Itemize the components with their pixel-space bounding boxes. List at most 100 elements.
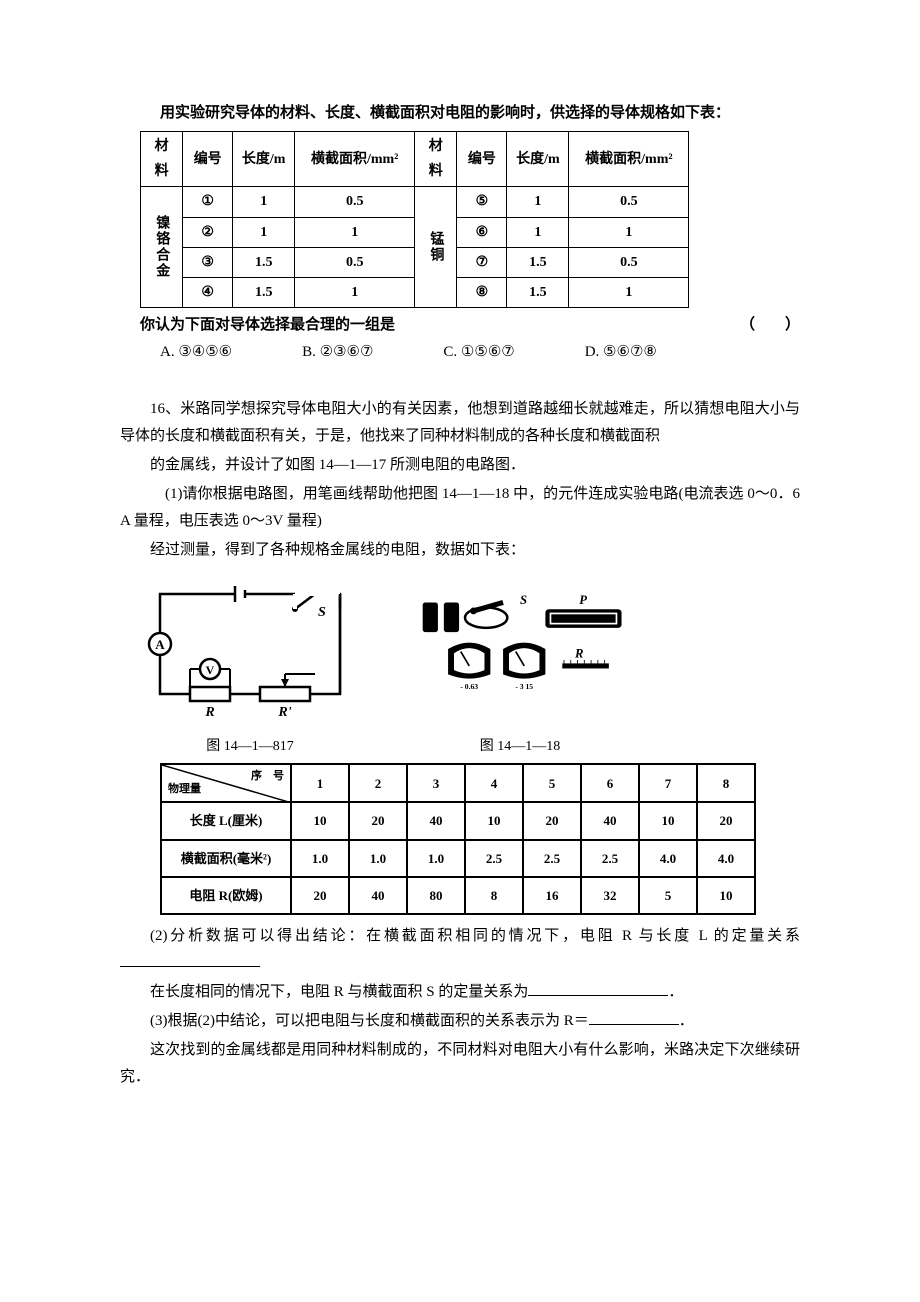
cell: ② [183,217,233,247]
data-row: 横截面积(毫米²) 1.0 1.0 1.0 2.5 2.5 2.5 4.0 4.… [161,840,755,877]
row-label: 横截面积(毫米²) [161,840,291,877]
option-b: B. ②③⑥⑦ [302,339,373,366]
cell: 40 [407,802,465,839]
cell: 0.5 [295,187,415,217]
col-num: 4 [465,764,523,802]
q16-p8: 这次找到的金属线都是用同种材料制成的，不同材料对电阻大小有什么影响，米路决定下次… [120,1037,800,1091]
diag-bot-label: 物理量 [168,780,201,800]
cell: 1 [233,217,295,247]
p5-text: (2)分析数据可以得出结论：在横截面积相同的情况下，电阻 R 与长度 L 的定量… [150,928,800,944]
blank-3[interactable] [589,1010,679,1025]
spec-row: 镍铬合金 ① 1 0.5 锰铜 ⑤ 1 0.5 [141,187,689,217]
row-label: 电阻 R(欧姆) [161,877,291,914]
cell: 2.5 [523,840,581,877]
option-d: D. ⑤⑥⑦⑧ [585,339,657,366]
data-table: 序 号 物理量 1 2 3 4 5 6 7 8 长度 L(厘米) 10 20 4… [160,763,756,915]
cell: 8 [465,877,523,914]
svg-text:P: P [579,593,587,607]
svg-text:V: V [206,663,215,677]
cell: 1 [507,217,569,247]
col-num: 5 [523,764,581,802]
p6-text: 在长度相同的情况下，电阻 R 与横截面积 S 的定量关系为 [150,984,528,1000]
col-number: 编号 [183,132,233,187]
cell: 1 [569,217,689,247]
svg-text:- 0.63: - 0.63 [460,682,478,691]
option-a: A. ③④⑤⑥ [160,339,232,366]
cell: 10 [291,802,349,839]
svg-text:S: S [318,605,326,620]
diag-top-label: 序 号 [251,767,284,787]
cell: 2.5 [465,840,523,877]
figures-row: A S R R' V 图 14—1—817 [140,574,800,759]
cell: 1 [295,217,415,247]
question-prompt-row: 你认为下面对导体选择最合理的一组是 （ ） [120,312,800,339]
col-num: 3 [407,764,465,802]
cell: 0.5 [295,247,415,277]
col-length-2: 长度/m [507,132,569,187]
options-row: A. ③④⑤⑥ B. ②③⑥⑦ C. ①⑤⑥⑦ D. ⑤⑥⑦⑧ [120,339,800,366]
svg-text:R: R [204,705,214,720]
svg-text:- 3 15: - 3 15 [515,682,533,691]
svg-text:R': R' [277,705,291,720]
q16-p5: (2)分析数据可以得出结论：在横截面积相同的情况下，电阻 R 与长度 L 的定量… [120,923,800,977]
data-row: 长度 L(厘米) 10 20 40 10 20 40 10 20 [161,802,755,839]
cell: 5 [639,877,697,914]
cell: ⑦ [457,247,507,277]
cell: 16 [523,877,581,914]
cell: 80 [407,877,465,914]
cell: ① [183,187,233,217]
col-num: 7 [639,764,697,802]
cell: 1.5 [507,277,569,307]
col-area-2: 横截面积/mm² [569,132,689,187]
cell: 40 [349,877,407,914]
svg-text:S: S [520,593,527,607]
col-num: 1 [291,764,349,802]
material-right: 锰铜 [415,187,457,308]
intro-text: 用实验研究导体的材料、长度、横截面积对电阻的影响时，供选择的导体规格如下表： [120,100,800,127]
option-c: C. ①⑤⑥⑦ [443,339,514,366]
q16-p7: (3)根据(2)中结论，可以把电阻与长度和横截面积的关系表示为 R＝ ． [120,1008,800,1035]
blank-2[interactable] [528,981,668,996]
col-material: 材料 [141,132,183,187]
col-num: 2 [349,764,407,802]
cell: 4.0 [697,840,755,877]
spec-table: 材料 编号 长度/m 横截面积/mm² 材料 编号 长度/m 横截面积/mm² … [140,131,689,308]
q16-p6: 在长度相同的情况下，电阻 R 与横截面积 S 的定量关系为． [120,979,800,1006]
cell: ⑧ [457,277,507,307]
question-prompt: 你认为下面对导体选择最合理的一组是 [140,312,395,339]
figure-1-caption: 图 14—1—817 [140,734,360,759]
cell: 2.5 [581,840,639,877]
figure-1: A S R R' V 图 14—1—817 [140,574,360,759]
col-number-2: 编号 [457,132,507,187]
p7-post: ． [679,1013,694,1029]
cell: ④ [183,277,233,307]
cell: 32 [581,877,639,914]
cell: 20 [697,802,755,839]
spec-header-row: 材料 编号 长度/m 横截面积/mm² 材料 编号 长度/m 横截面积/mm² [141,132,689,187]
data-header-row: 序 号 物理量 1 2 3 4 5 6 7 8 [161,764,755,802]
p7-text: (3)根据(2)中结论，可以把电阻与长度和横截面积的关系表示为 R＝ [150,1013,589,1029]
col-length: 长度/m [233,132,295,187]
cell: 40 [581,802,639,839]
cell: 10 [697,877,755,914]
cell: 1.5 [233,247,295,277]
svg-text:R: R [574,647,583,661]
cell: ⑥ [457,217,507,247]
cell: 1.5 [507,247,569,277]
blank-1[interactable] [120,952,260,967]
row-label: 长度 L(厘米) [161,802,291,839]
cell: 1.5 [233,277,295,307]
data-row: 电阻 R(欧姆) 20 40 80 8 16 32 5 10 [161,877,755,914]
col-material-2: 材料 [415,132,457,187]
cell: 1 [507,187,569,217]
cell: 0.5 [569,187,689,217]
q16-p3: (1)请你根据电路图，用笔画线帮助他把图 14—1—18 中，的元件连成实验电路… [120,481,800,535]
cell: 20 [349,802,407,839]
cell: 10 [465,802,523,839]
cell: 1 [233,187,295,217]
cell: ③ [183,247,233,277]
cell: 4.0 [639,840,697,877]
components-diagram-icon: S P - 0.63 - 3 15 R [410,574,630,724]
q16-p2: 的金属线，并设计了如图 14—1—17 所测电阻的电路图． [120,452,800,479]
answer-paren: （ ） [740,312,800,339]
